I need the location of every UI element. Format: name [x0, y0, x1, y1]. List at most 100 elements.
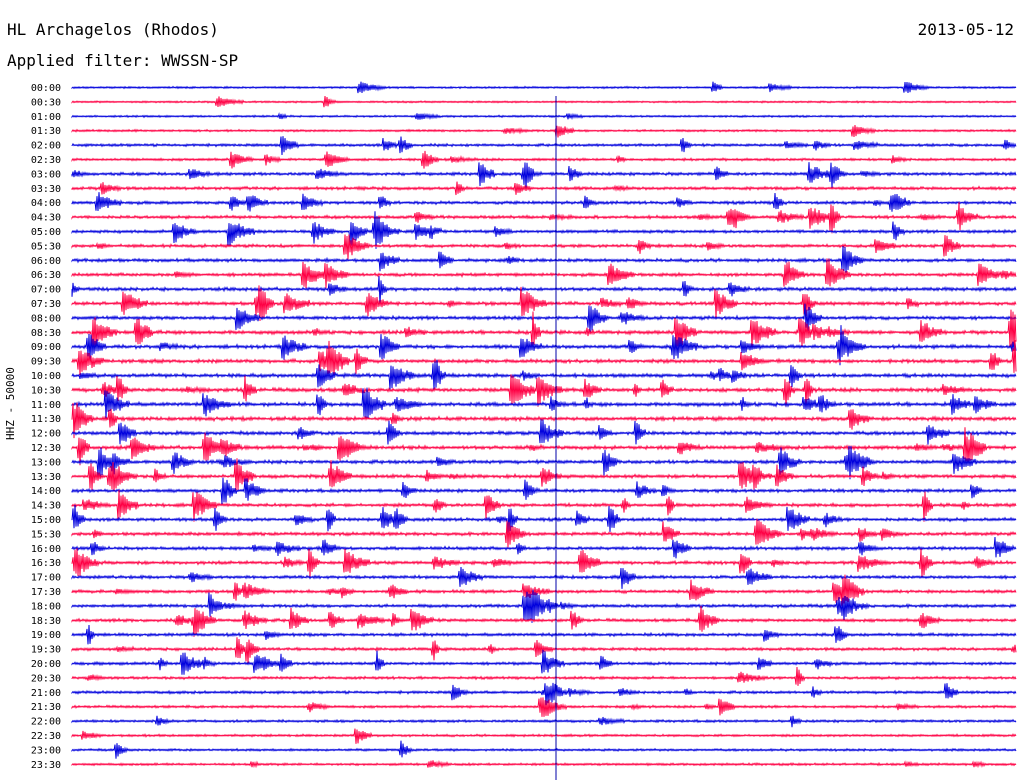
trace-group	[71, 81, 1017, 769]
time-label: 11:00	[31, 400, 61, 411]
trace-line	[71, 325, 1017, 366]
time-label: 21:00	[31, 688, 61, 699]
trace-line	[71, 192, 1017, 212]
trace-line	[71, 666, 1017, 686]
time-label: 02:00	[31, 141, 61, 152]
time-label: 18:30	[31, 616, 61, 627]
time-label: 08:30	[31, 328, 61, 339]
trace-line	[71, 605, 1017, 637]
trace-line	[71, 477, 1017, 505]
trace-line	[71, 419, 1017, 445]
trace-line	[71, 445, 1017, 480]
time-label: 04:00	[31, 198, 61, 209]
time-label-group: 00:00 00:30 01:00 01:30 02:00 02:30 03:00 03:30…	[31, 83, 61, 771]
time-label: 03:00	[31, 169, 61, 180]
date-label: 2013-05-12	[917, 20, 1014, 39]
time-label: 16:30	[31, 558, 61, 569]
trace-line	[71, 649, 1017, 675]
trace-line	[71, 387, 1017, 420]
trace-line	[71, 624, 1017, 645]
trace-line	[71, 548, 1017, 578]
trace-line	[71, 637, 1017, 664]
time-label: 22:00	[31, 717, 61, 728]
time-label: 00:30	[31, 97, 61, 108]
time-label: 15:00	[31, 515, 61, 526]
station-title: HL Archagelos (Rhodos)	[7, 20, 219, 39]
time-label: 16:00	[31, 544, 61, 555]
time-label: 20:00	[31, 659, 61, 670]
trace-line	[71, 489, 1017, 522]
trace-line	[71, 589, 1017, 623]
trace-line	[71, 112, 1017, 121]
time-label: 19:00	[31, 630, 61, 641]
time-label: 13:30	[31, 472, 61, 483]
time-label: 11:30	[31, 414, 61, 425]
trace-line	[71, 136, 1017, 156]
trace-line	[71, 374, 1017, 407]
time-label: 23:30	[31, 760, 61, 771]
trace-line	[71, 162, 1017, 190]
trace-line	[71, 150, 1017, 169]
time-label: 18:00	[31, 601, 61, 612]
time-label: 00:00	[31, 83, 61, 94]
time-label: 10:30	[31, 385, 61, 396]
trace-line	[71, 245, 1017, 273]
trace-line	[71, 715, 1017, 728]
time-label: 10:00	[31, 371, 61, 382]
time-label: 19:30	[31, 645, 61, 656]
trace-line	[71, 760, 1017, 769]
time-label: 07:30	[31, 299, 61, 310]
trace-line	[71, 458, 1017, 492]
trace-line	[71, 258, 1017, 289]
trace-line	[71, 566, 1017, 589]
time-label: 07:00	[31, 285, 61, 296]
time-label: 06:30	[31, 270, 61, 281]
time-label: 05:30	[31, 241, 61, 252]
time-label: 22:30	[31, 731, 61, 742]
trace-line	[71, 504, 1017, 533]
trace-line	[71, 536, 1017, 559]
time-label: 20:30	[31, 673, 61, 684]
time-label: 23:00	[31, 745, 61, 756]
time-label: 02:30	[31, 155, 61, 166]
time-label: 17:30	[31, 587, 61, 598]
trace-line	[71, 359, 1017, 391]
trace-line	[71, 309, 1017, 352]
time-label: 13:00	[31, 457, 61, 468]
time-label: 04:30	[31, 213, 61, 224]
trace-line	[71, 285, 1017, 322]
filter-label: Applied filter: WWSSN-SP	[7, 51, 239, 70]
trace-line	[71, 728, 1017, 744]
time-label: 08:00	[31, 313, 61, 324]
trace-line	[71, 81, 1017, 94]
time-label: 09:00	[31, 342, 61, 353]
trace-line	[71, 124, 1017, 138]
trace-line	[71, 181, 1017, 196]
time-label: 05:00	[31, 227, 61, 238]
trace-line	[71, 303, 1017, 334]
time-label: 03:30	[31, 184, 61, 195]
time-label: 14:00	[31, 486, 61, 497]
time-label: 12:30	[31, 443, 61, 454]
trace-line	[71, 427, 1017, 466]
trace-line	[71, 202, 1017, 234]
time-label: 17:00	[31, 573, 61, 584]
trace-line	[71, 402, 1017, 439]
trace-line	[71, 234, 1017, 260]
time-label: 06:00	[31, 256, 61, 267]
time-label: 15:30	[31, 529, 61, 540]
trace-line	[71, 340, 1017, 377]
trace-line	[71, 276, 1017, 306]
time-label: 01:00	[31, 112, 61, 123]
trace-line	[71, 211, 1017, 249]
trace-line	[71, 740, 1017, 759]
time-label: 09:30	[31, 357, 61, 368]
trace-line	[71, 574, 1017, 606]
trace-line	[71, 96, 1017, 108]
time-label: 14:30	[31, 501, 61, 512]
trace-line	[71, 682, 1017, 706]
time-label: 12:00	[31, 429, 61, 440]
time-label: 21:30	[31, 702, 61, 713]
time-label: 01:30	[31, 126, 61, 137]
